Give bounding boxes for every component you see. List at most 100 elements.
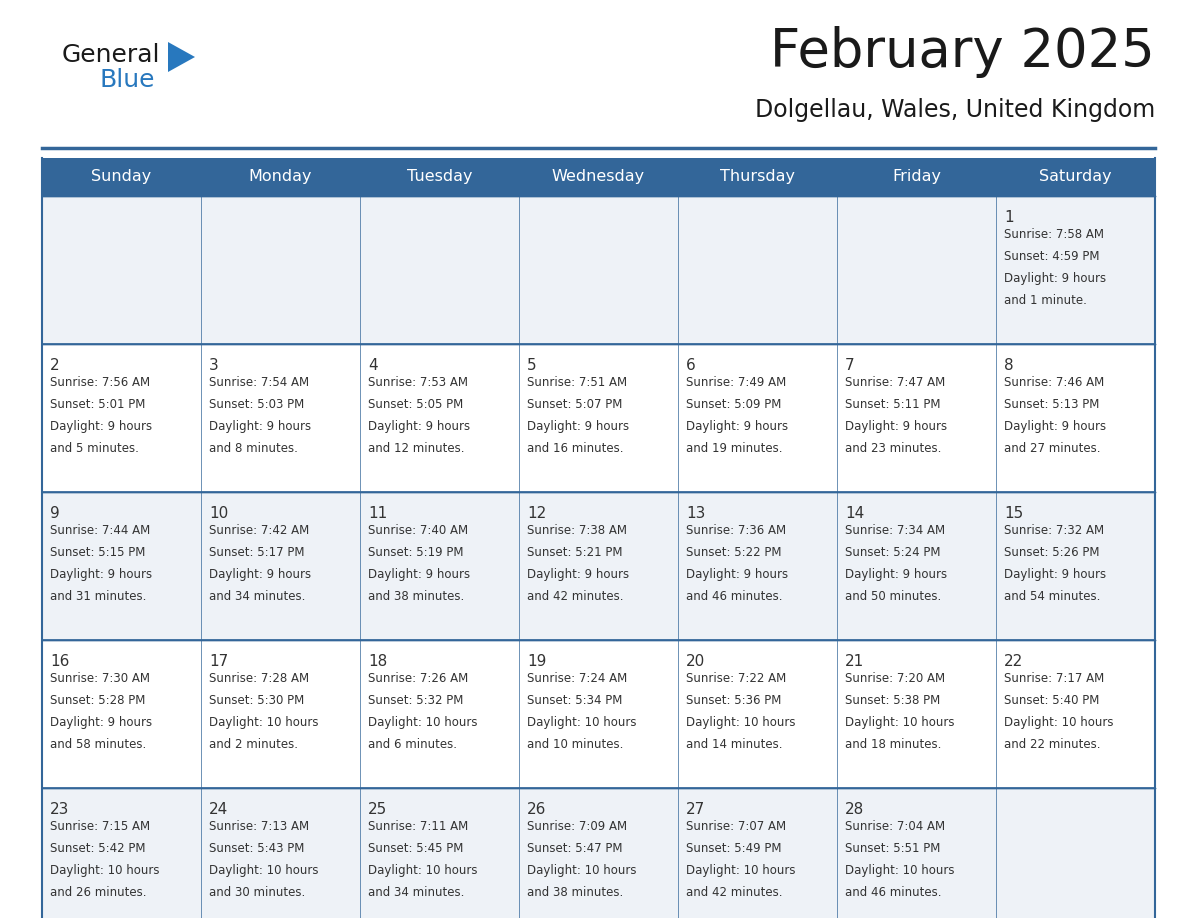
Text: Daylight: 9 hours: Daylight: 9 hours xyxy=(368,420,470,433)
Bar xyxy=(360,492,519,640)
Bar xyxy=(678,788,838,918)
Text: Sunrise: 7:53 AM: Sunrise: 7:53 AM xyxy=(368,376,468,389)
Bar xyxy=(519,344,678,492)
Bar xyxy=(519,492,678,640)
Text: Sunset: 5:30 PM: Sunset: 5:30 PM xyxy=(209,694,304,707)
Text: Tuesday: Tuesday xyxy=(406,170,473,185)
Text: and 8 minutes.: and 8 minutes. xyxy=(209,442,298,455)
Text: Monday: Monday xyxy=(248,170,312,185)
Text: Daylight: 9 hours: Daylight: 9 hours xyxy=(1004,568,1106,581)
Text: Sunset: 5:21 PM: Sunset: 5:21 PM xyxy=(527,546,623,559)
Text: 14: 14 xyxy=(845,506,864,521)
Text: Daylight: 9 hours: Daylight: 9 hours xyxy=(527,420,630,433)
Text: 18: 18 xyxy=(368,654,387,669)
Text: and 12 minutes.: and 12 minutes. xyxy=(368,442,465,455)
Text: Daylight: 9 hours: Daylight: 9 hours xyxy=(368,568,470,581)
Text: 26: 26 xyxy=(527,802,546,817)
Text: Daylight: 9 hours: Daylight: 9 hours xyxy=(685,420,788,433)
Bar xyxy=(996,492,1155,640)
Bar xyxy=(42,788,201,918)
Text: Sunrise: 7:30 AM: Sunrise: 7:30 AM xyxy=(50,672,150,685)
Bar xyxy=(838,344,996,492)
Bar xyxy=(678,492,838,640)
Text: and 58 minutes.: and 58 minutes. xyxy=(50,738,146,751)
Text: Daylight: 10 hours: Daylight: 10 hours xyxy=(368,864,478,877)
Text: Sunset: 5:49 PM: Sunset: 5:49 PM xyxy=(685,842,782,855)
Polygon shape xyxy=(168,42,195,72)
Text: Daylight: 10 hours: Daylight: 10 hours xyxy=(685,864,796,877)
Bar xyxy=(42,196,201,344)
Text: and 50 minutes.: and 50 minutes. xyxy=(845,590,941,603)
Text: Sunrise: 7:40 AM: Sunrise: 7:40 AM xyxy=(368,524,468,537)
Text: 16: 16 xyxy=(50,654,69,669)
Text: Sunrise: 7:54 AM: Sunrise: 7:54 AM xyxy=(209,376,309,389)
Text: Sunset: 5:40 PM: Sunset: 5:40 PM xyxy=(1004,694,1099,707)
Text: Sunrise: 7:24 AM: Sunrise: 7:24 AM xyxy=(527,672,627,685)
Text: Sunset: 5:38 PM: Sunset: 5:38 PM xyxy=(845,694,940,707)
Text: February 2025: February 2025 xyxy=(770,26,1155,78)
Text: Sunrise: 7:09 AM: Sunrise: 7:09 AM xyxy=(527,820,627,833)
Text: Sunrise: 7:49 AM: Sunrise: 7:49 AM xyxy=(685,376,786,389)
Text: Sunset: 5:36 PM: Sunset: 5:36 PM xyxy=(685,694,782,707)
Text: Sunset: 5:24 PM: Sunset: 5:24 PM xyxy=(845,546,941,559)
Text: 7: 7 xyxy=(845,358,854,373)
Text: Sunset: 5:11 PM: Sunset: 5:11 PM xyxy=(845,398,941,411)
Text: Sunset: 5:17 PM: Sunset: 5:17 PM xyxy=(209,546,304,559)
Text: Daylight: 10 hours: Daylight: 10 hours xyxy=(845,864,954,877)
Text: Sunset: 5:34 PM: Sunset: 5:34 PM xyxy=(527,694,623,707)
Text: Daylight: 9 hours: Daylight: 9 hours xyxy=(50,568,152,581)
Text: and 27 minutes.: and 27 minutes. xyxy=(1004,442,1100,455)
Text: 28: 28 xyxy=(845,802,864,817)
Text: Daylight: 9 hours: Daylight: 9 hours xyxy=(685,568,788,581)
Text: Sunrise: 7:56 AM: Sunrise: 7:56 AM xyxy=(50,376,150,389)
Text: Sunset: 5:03 PM: Sunset: 5:03 PM xyxy=(209,398,304,411)
Bar xyxy=(519,196,678,344)
Bar xyxy=(42,640,201,788)
Text: 12: 12 xyxy=(527,506,546,521)
Text: Sunset: 5:09 PM: Sunset: 5:09 PM xyxy=(685,398,782,411)
Text: 10: 10 xyxy=(209,506,228,521)
Text: 25: 25 xyxy=(368,802,387,817)
Text: 6: 6 xyxy=(685,358,696,373)
Bar xyxy=(838,640,996,788)
Text: Daylight: 9 hours: Daylight: 9 hours xyxy=(527,568,630,581)
Bar xyxy=(360,640,519,788)
Text: Sunset: 5:01 PM: Sunset: 5:01 PM xyxy=(50,398,145,411)
Bar xyxy=(360,788,519,918)
Text: 23: 23 xyxy=(50,802,69,817)
Text: and 42 minutes.: and 42 minutes. xyxy=(527,590,624,603)
Text: 3: 3 xyxy=(209,358,219,373)
Text: Sunrise: 7:17 AM: Sunrise: 7:17 AM xyxy=(1004,672,1105,685)
Text: Sunset: 5:13 PM: Sunset: 5:13 PM xyxy=(1004,398,1099,411)
Text: 13: 13 xyxy=(685,506,706,521)
Text: and 5 minutes.: and 5 minutes. xyxy=(50,442,139,455)
Text: Sunrise: 7:13 AM: Sunrise: 7:13 AM xyxy=(209,820,309,833)
Text: 17: 17 xyxy=(209,654,228,669)
Text: Sunrise: 7:47 AM: Sunrise: 7:47 AM xyxy=(845,376,946,389)
Text: Sunset: 5:42 PM: Sunset: 5:42 PM xyxy=(50,842,145,855)
Bar xyxy=(996,196,1155,344)
Text: Sunday: Sunday xyxy=(91,170,152,185)
Text: 22: 22 xyxy=(1004,654,1023,669)
Bar xyxy=(678,344,838,492)
Text: Sunrise: 7:07 AM: Sunrise: 7:07 AM xyxy=(685,820,786,833)
Text: 9: 9 xyxy=(50,506,59,521)
Text: and 42 minutes.: and 42 minutes. xyxy=(685,886,783,899)
Text: and 38 minutes.: and 38 minutes. xyxy=(527,886,624,899)
Text: 20: 20 xyxy=(685,654,706,669)
Text: Daylight: 10 hours: Daylight: 10 hours xyxy=(685,716,796,729)
Text: Daylight: 9 hours: Daylight: 9 hours xyxy=(845,420,947,433)
Text: Daylight: 9 hours: Daylight: 9 hours xyxy=(845,568,947,581)
Text: Daylight: 10 hours: Daylight: 10 hours xyxy=(50,864,159,877)
Bar xyxy=(996,788,1155,918)
Text: and 54 minutes.: and 54 minutes. xyxy=(1004,590,1100,603)
Text: Daylight: 9 hours: Daylight: 9 hours xyxy=(1004,272,1106,285)
Text: Friday: Friday xyxy=(892,170,941,185)
Bar xyxy=(201,788,360,918)
Text: Daylight: 9 hours: Daylight: 9 hours xyxy=(50,420,152,433)
Text: and 10 minutes.: and 10 minutes. xyxy=(527,738,624,751)
Text: Sunrise: 7:20 AM: Sunrise: 7:20 AM xyxy=(845,672,946,685)
Text: and 34 minutes.: and 34 minutes. xyxy=(368,886,465,899)
Text: Sunset: 5:07 PM: Sunset: 5:07 PM xyxy=(527,398,623,411)
Text: and 6 minutes.: and 6 minutes. xyxy=(368,738,457,751)
